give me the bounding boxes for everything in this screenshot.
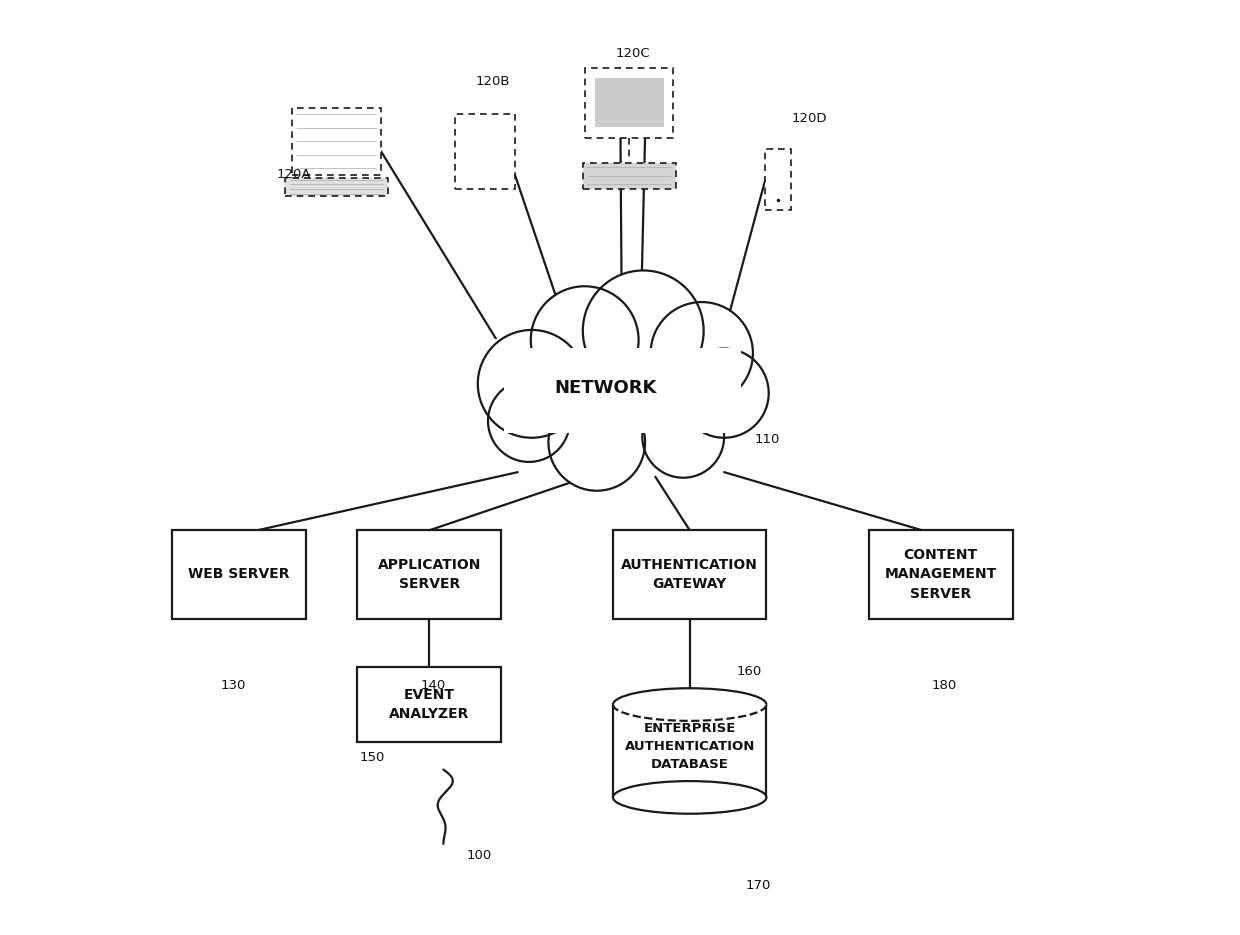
Circle shape [583, 270, 703, 391]
Text: 130: 130 [221, 679, 246, 692]
Circle shape [651, 302, 753, 404]
Bar [613, 530, 766, 619]
Circle shape [680, 349, 769, 438]
Text: ENTERPRISE
AUTHENTICATION
DATABASE: ENTERPRISE AUTHENTICATION DATABASE [625, 722, 755, 770]
Bar [585, 68, 673, 137]
Text: NETWORK: NETWORK [554, 380, 657, 397]
Ellipse shape [613, 781, 766, 813]
Circle shape [489, 381, 570, 462]
Ellipse shape [613, 688, 766, 721]
Circle shape [548, 394, 645, 491]
Text: CONTENT
MANAGEMENT
SERVER: CONTENT MANAGEMENT SERVER [884, 548, 997, 601]
Text: AUTHENTICATION
GATEWAY: AUTHENTICATION GATEWAY [621, 557, 758, 591]
Bar [613, 705, 766, 798]
Circle shape [477, 330, 585, 438]
Bar [285, 178, 388, 196]
Bar [869, 530, 1013, 619]
Bar [490, 339, 759, 446]
Text: 120C: 120C [615, 48, 650, 61]
Text: 170: 170 [745, 879, 771, 892]
Bar [765, 150, 791, 209]
Text: 150: 150 [360, 751, 386, 764]
Circle shape [531, 286, 639, 394]
Circle shape [642, 396, 724, 478]
Bar [171, 530, 306, 619]
Text: 160: 160 [737, 665, 761, 678]
Text: EVENT
ANALYZER: EVENT ANALYZER [389, 688, 470, 721]
Bar [293, 108, 381, 175]
Text: 120D: 120D [792, 112, 827, 125]
Text: 120A: 120A [277, 168, 310, 181]
Bar [357, 668, 501, 741]
Text: WEB SERVER: WEB SERVER [188, 568, 290, 582]
Bar [357, 530, 501, 619]
Bar [455, 114, 516, 189]
Text: 110: 110 [755, 433, 780, 446]
Text: 100: 100 [466, 849, 492, 861]
Bar [595, 79, 663, 127]
Text: APPLICATION
SERVER: APPLICATION SERVER [378, 557, 481, 591]
Text: 180: 180 [931, 679, 956, 692]
Bar [583, 163, 676, 189]
Bar [503, 348, 740, 433]
Text: 120B: 120B [476, 76, 511, 88]
Text: 140: 140 [420, 679, 445, 692]
